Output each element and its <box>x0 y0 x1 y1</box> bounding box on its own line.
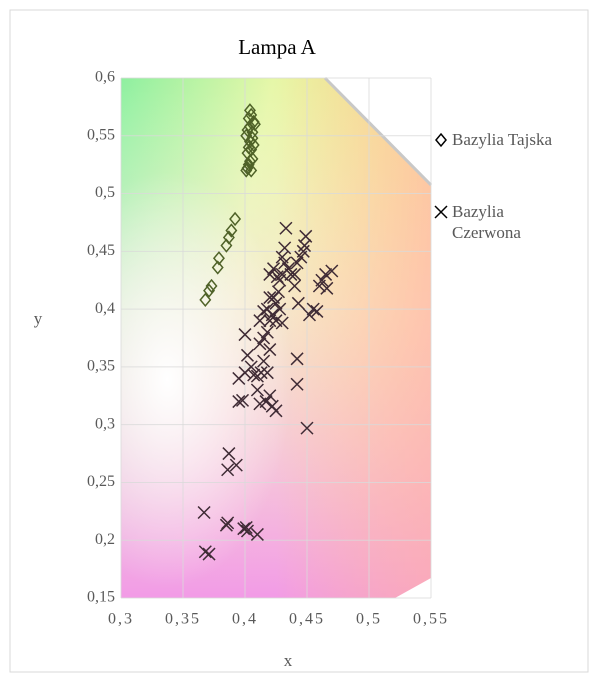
y-tick-label: 0,4 <box>95 300 115 317</box>
data-point <box>197 505 211 520</box>
data-point <box>263 389 277 403</box>
data-point <box>202 547 216 561</box>
data-point <box>203 283 216 298</box>
y-tick-label: 0,45 <box>87 242 115 259</box>
x-tick-label: 0,4 <box>232 611 258 628</box>
data-point <box>279 221 293 235</box>
legend-marker <box>434 205 448 219</box>
y-tick-label: 0,2 <box>95 531 115 548</box>
data-point <box>290 352 304 366</box>
data-point <box>310 304 324 318</box>
data-point <box>244 360 258 374</box>
y-tick-label: 0,6 <box>95 69 115 86</box>
series <box>197 221 339 561</box>
data-point <box>263 267 277 281</box>
data-point <box>250 527 264 541</box>
data-point <box>325 264 339 278</box>
data-point <box>240 524 255 538</box>
y-tick-label: 0,25 <box>87 473 115 490</box>
data-point <box>245 163 258 178</box>
data-point <box>260 366 274 380</box>
data-point <box>253 337 267 351</box>
data-point <box>290 377 304 391</box>
data-point <box>247 368 261 382</box>
y-tick-label: 0,5 <box>95 184 115 201</box>
chart-title: Lampa A <box>238 35 316 59</box>
data-point <box>263 343 277 357</box>
y-tick-label: 0,3 <box>95 415 115 432</box>
data-point <box>245 142 258 157</box>
y-tick-label: 0,15 <box>87 589 115 606</box>
data-point <box>242 111 255 126</box>
data-point <box>291 296 305 310</box>
data-point <box>257 331 271 345</box>
data-point <box>247 114 260 130</box>
y-tick-label: 0,35 <box>87 358 115 375</box>
data-point <box>300 421 314 435</box>
data-point <box>320 281 334 295</box>
data-point <box>229 458 243 472</box>
plot-background <box>121 76 433 598</box>
legend-marker <box>435 132 447 148</box>
data-point <box>212 251 225 266</box>
data-point <box>260 325 274 339</box>
data-point <box>302 308 317 322</box>
data-point <box>275 316 289 330</box>
data-point <box>221 516 235 530</box>
data-point <box>288 267 302 281</box>
data-point <box>229 211 242 227</box>
y-tick-label: 0,55 <box>87 126 115 143</box>
data-point <box>299 229 313 243</box>
data-point <box>254 366 268 380</box>
data-point <box>273 302 287 316</box>
data-point <box>198 545 212 559</box>
data-point <box>211 260 224 275</box>
data-point <box>199 292 212 308</box>
y-axis-title: y <box>34 309 43 328</box>
x-axis-title: x <box>284 651 293 670</box>
data-point <box>269 404 283 418</box>
data-point <box>237 522 251 536</box>
x-tick-label: 0,3 <box>108 611 134 628</box>
data-point <box>222 447 236 461</box>
data-point <box>275 250 289 264</box>
data-point <box>257 304 271 318</box>
x-tick-label: 0,45 <box>289 611 325 628</box>
data-point <box>290 256 304 270</box>
series <box>199 103 261 308</box>
data-point <box>306 302 320 316</box>
data-point <box>240 348 255 362</box>
data-point <box>247 137 260 153</box>
data-point <box>284 267 298 281</box>
data-point <box>278 241 292 255</box>
data-point <box>219 518 233 532</box>
data-point <box>246 130 259 146</box>
data-point <box>266 262 281 276</box>
data-point <box>235 393 250 407</box>
data-point <box>221 463 235 477</box>
legend-label: Bazylia Czerwona <box>452 202 521 242</box>
data-point <box>232 395 246 409</box>
data-point <box>265 308 279 322</box>
x-tick-label: 0,35 <box>165 611 201 628</box>
data-point <box>271 285 286 299</box>
data-point <box>250 383 264 397</box>
data-point <box>243 103 256 118</box>
data-point <box>269 296 283 310</box>
legend-label: Bazylia Tajska <box>452 130 552 149</box>
data-point <box>319 267 333 281</box>
data-point <box>239 520 253 535</box>
x-tick-label: 0,5 <box>356 611 382 628</box>
data-point <box>243 119 256 134</box>
x-tick-label: 0,55 <box>413 611 449 628</box>
data-point <box>253 314 267 328</box>
data-point <box>205 278 218 294</box>
data-point <box>225 223 238 238</box>
data-point <box>288 279 302 293</box>
data-point <box>257 354 271 368</box>
data-point <box>238 328 252 342</box>
